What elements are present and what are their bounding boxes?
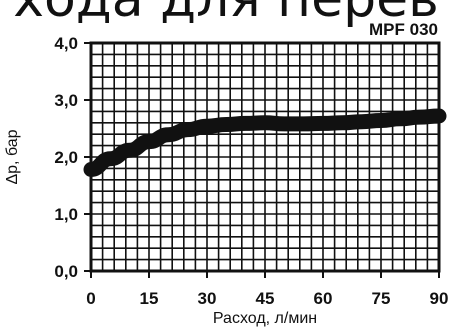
plot-frame (89, 41, 441, 273)
x-tick-label: 60 (314, 289, 333, 308)
y-tick-label: 1,0 (54, 205, 78, 224)
y-tick-label: 0,0 (54, 262, 78, 281)
x-tick-label: 15 (140, 289, 159, 308)
x-tick-label: 0 (86, 289, 95, 308)
y-tick-label: 2,0 (54, 148, 78, 167)
y-tick-label: 3,0 (54, 91, 78, 110)
x-tick-label: 90 (430, 289, 449, 308)
chart-ticks: 0 15 30 45 60 75 90 0,0 1,0 2,0 3,0 4,0 (54, 34, 448, 308)
model-label: MPF 030 (369, 20, 438, 39)
cut-off-page-title: хода для перев (13, 0, 439, 29)
chart-series (83, 108, 447, 177)
x-axis-label: Расход, л/мин (213, 310, 317, 327)
series-line-0 (83, 108, 447, 177)
x-tick-label: 75 (372, 289, 391, 308)
x-tick-label: 30 (198, 289, 217, 308)
chart-grid (91, 43, 439, 271)
y-axis-label: Δp, бар (4, 129, 21, 184)
x-tick-label: 45 (256, 289, 275, 308)
y-tick-label: 4,0 (54, 34, 78, 53)
